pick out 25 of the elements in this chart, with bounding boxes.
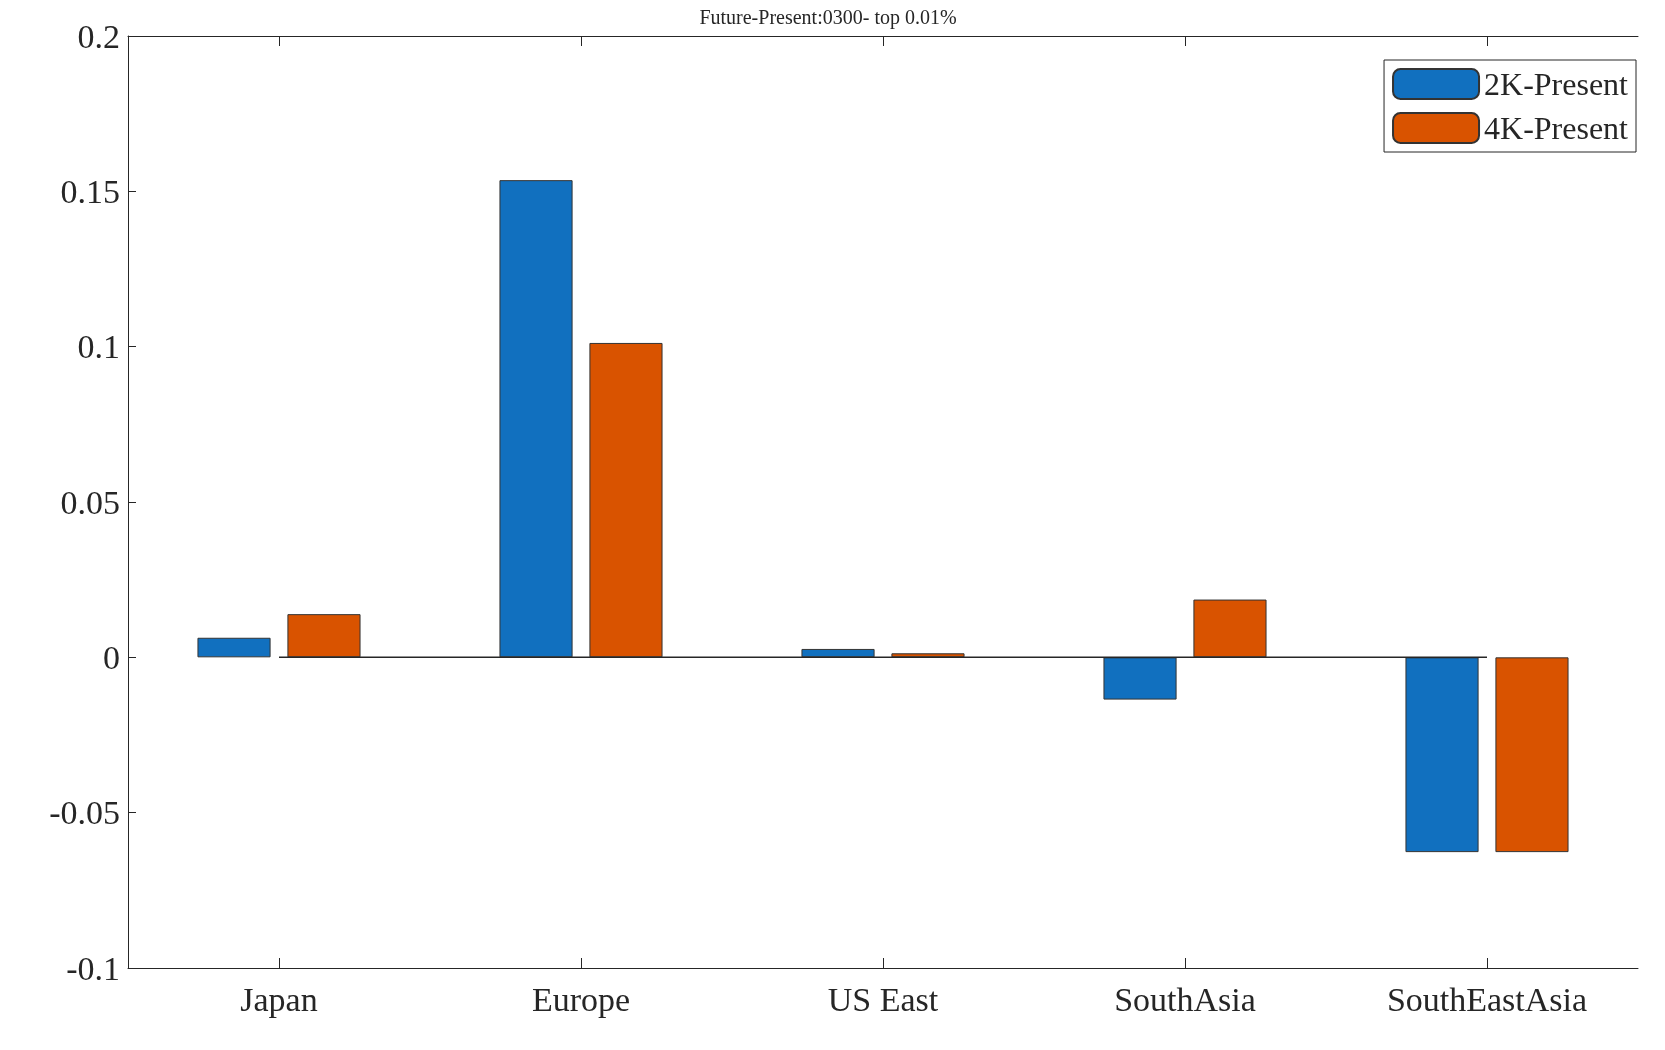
y-tick-label: 0.2 (77, 17, 120, 55)
y-tick-label: 0.1 (77, 328, 120, 366)
bar (1103, 657, 1177, 700)
legend-label: 4K-Present (1484, 110, 1629, 146)
bar (499, 180, 573, 658)
bar (287, 614, 361, 658)
bar (1405, 657, 1479, 853)
bar (589, 342, 663, 658)
legend-label: 2K-Present (1484, 66, 1629, 102)
bar (1495, 657, 1569, 853)
y-tick-label: 0.15 (60, 172, 120, 210)
y-tick-label: -0.1 (66, 949, 120, 987)
bar (891, 653, 965, 658)
y-tick-label: 0.05 (60, 483, 120, 521)
x-tick-label: Europe (531, 980, 631, 1018)
bar (1193, 599, 1267, 658)
y-tick-label: 0 (103, 638, 120, 676)
x-tick-label: Japan (240, 980, 318, 1018)
x-tick-label: SouthEastAsia (1386, 980, 1588, 1018)
chart-subtitle: Future-Present:0300- top 0.01% (699, 6, 957, 29)
x-tick-label: US East (827, 980, 939, 1018)
bar (801, 648, 875, 658)
bar (197, 637, 271, 658)
x-tick-label: SouthAsia (1114, 980, 1256, 1018)
y-tick-label: -0.05 (49, 794, 120, 832)
